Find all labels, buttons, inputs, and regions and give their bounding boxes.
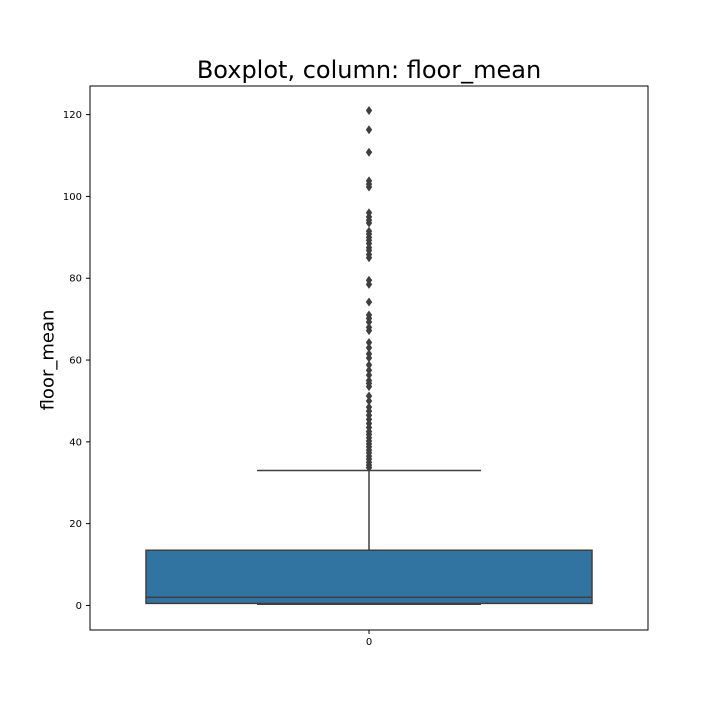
outlier-point [365,317,373,327]
outlier-point [365,463,373,473]
y-tick-label: 40 [69,437,82,448]
outlier-point [365,147,373,157]
chart-title: Boxplot, column: floor_mean [196,56,542,84]
y-tick-label: 60 [69,356,82,367]
y-tick-label: 20 [69,519,82,530]
y-tick-label: 0 [76,601,82,612]
y-tick-label: 80 [69,274,82,285]
y-tick-label: 120 [63,110,82,121]
outlier-point [365,279,373,289]
outlier-point [365,297,373,307]
outlier-point [365,360,373,370]
outlier-point [365,253,373,263]
outlier-point [365,218,373,228]
outlier-point [365,365,373,375]
outlier-point [365,326,373,336]
outlier-point [365,125,373,135]
outlier-point [365,382,373,392]
outlier-point [365,182,373,192]
iqr-box [145,549,593,605]
outlier-point [365,343,373,353]
outlier-point [365,106,373,116]
outlier-point [365,353,373,363]
outlier-point [365,370,373,380]
outlier-point [365,337,373,347]
y-tick-label: 100 [63,192,82,203]
outlier-point [365,391,373,401]
x-tick-label: 0 [366,637,372,648]
outlier-point [365,396,373,406]
